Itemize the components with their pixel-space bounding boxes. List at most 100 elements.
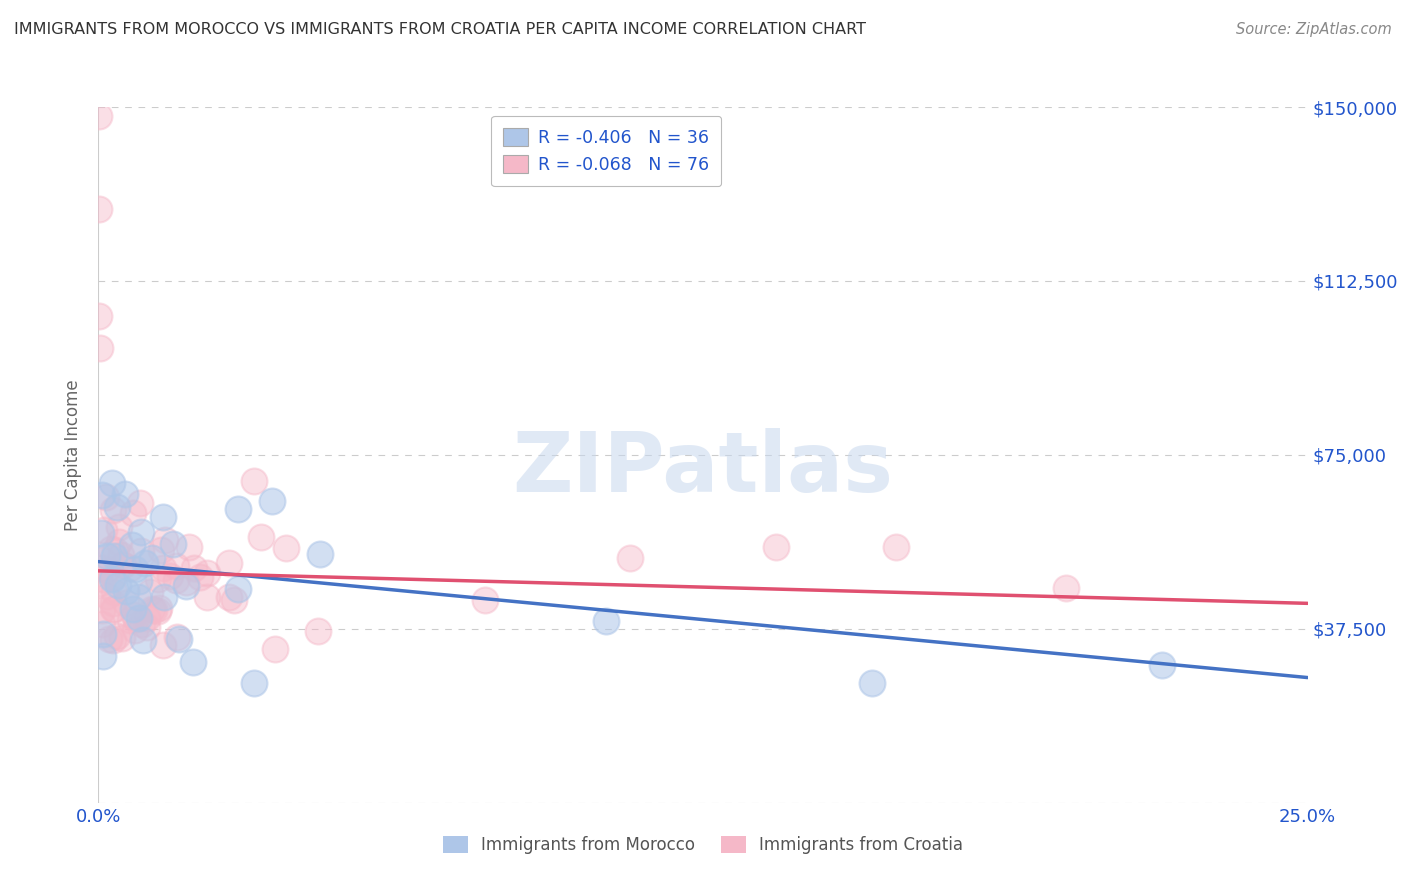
Point [166, 573, 188, 587]
Point [886, 540, 908, 554]
Point [146, 604, 169, 618]
Point [166, 630, 188, 644]
Point [115, 584, 138, 599]
Point [103, 549, 125, 563]
Point [112, 558, 135, 572]
Point [120, 613, 142, 627]
Point [595, 614, 617, 628]
Point [218, 556, 240, 570]
Point [131, 524, 153, 539]
Point [101, 596, 124, 610]
Point [118, 561, 141, 575]
Point [101, 570, 124, 584]
Point [165, 559, 187, 574]
Point [124, 624, 146, 638]
Legend: Immigrants from Morocco, Immigrants from Croatia: Immigrants from Morocco, Immigrants from… [433, 826, 973, 864]
Point [129, 544, 152, 558]
Point [860, 676, 883, 690]
Point [132, 633, 155, 648]
Point [226, 582, 249, 597]
Point [218, 591, 240, 605]
Y-axis label: Per Capita Income: Per Capita Income [65, 379, 83, 531]
Point [91, 488, 114, 502]
Point [121, 506, 143, 520]
Point [103, 584, 125, 599]
Point [114, 596, 136, 610]
Point [135, 611, 157, 625]
Point [167, 632, 190, 646]
Point [1152, 658, 1174, 673]
Point [162, 537, 184, 551]
Point [89, 576, 111, 591]
Point [108, 520, 131, 534]
Point [309, 547, 332, 561]
Text: IMMIGRANTS FROM MOROCCO VS IMMIGRANTS FROM CROATIA PER CAPITA INCOME CORRELATION: IMMIGRANTS FROM MOROCCO VS IMMIGRANTS FR… [14, 22, 866, 37]
Point [110, 548, 132, 562]
Point [114, 487, 136, 501]
Point [89, 341, 111, 355]
Point [105, 500, 128, 515]
Point [179, 540, 201, 554]
Point [226, 502, 249, 516]
Point [91, 627, 114, 641]
Point [128, 611, 150, 625]
Point [103, 632, 125, 647]
Point [104, 543, 127, 558]
Point [619, 550, 641, 565]
Point [474, 593, 496, 607]
Point [183, 561, 205, 575]
Point [107, 534, 129, 549]
Point [262, 494, 284, 508]
Point [188, 570, 211, 584]
Point [89, 109, 111, 123]
Point [91, 617, 114, 632]
Point [122, 601, 145, 615]
Point [139, 585, 162, 599]
Point [90, 526, 112, 541]
Point [96, 549, 118, 564]
Point [101, 503, 124, 517]
Point [141, 602, 163, 616]
Point [155, 533, 177, 548]
Point [96, 490, 118, 504]
Point [307, 624, 329, 638]
Point [242, 675, 264, 690]
Point [149, 543, 172, 558]
Point [124, 562, 146, 576]
Point [96, 563, 118, 577]
Point [89, 202, 111, 216]
Point [93, 523, 115, 537]
Point [152, 638, 174, 652]
Point [103, 602, 125, 616]
Text: Source: ZipAtlas.com: Source: ZipAtlas.com [1236, 22, 1392, 37]
Point [141, 550, 163, 565]
Point [90, 553, 112, 567]
Point [89, 309, 111, 323]
Point [101, 601, 124, 615]
Point [129, 496, 152, 510]
Point [153, 590, 176, 604]
Point [146, 572, 169, 586]
Point [765, 540, 787, 554]
Point [100, 541, 122, 556]
Point [131, 617, 153, 632]
Point [124, 612, 146, 626]
Point [128, 574, 150, 588]
Point [107, 577, 129, 591]
Point [152, 509, 174, 524]
Point [143, 603, 166, 617]
Text: ZIPatlas: ZIPatlas [513, 428, 893, 509]
Point [148, 601, 170, 615]
Point [174, 579, 197, 593]
Point [152, 561, 174, 575]
Point [98, 632, 121, 647]
Point [122, 607, 145, 622]
Point [263, 641, 285, 656]
Point [91, 603, 114, 617]
Point [136, 620, 159, 634]
Point [134, 556, 156, 570]
Point [111, 558, 134, 573]
Point [250, 530, 273, 544]
Point [243, 474, 266, 488]
Point [127, 591, 149, 605]
